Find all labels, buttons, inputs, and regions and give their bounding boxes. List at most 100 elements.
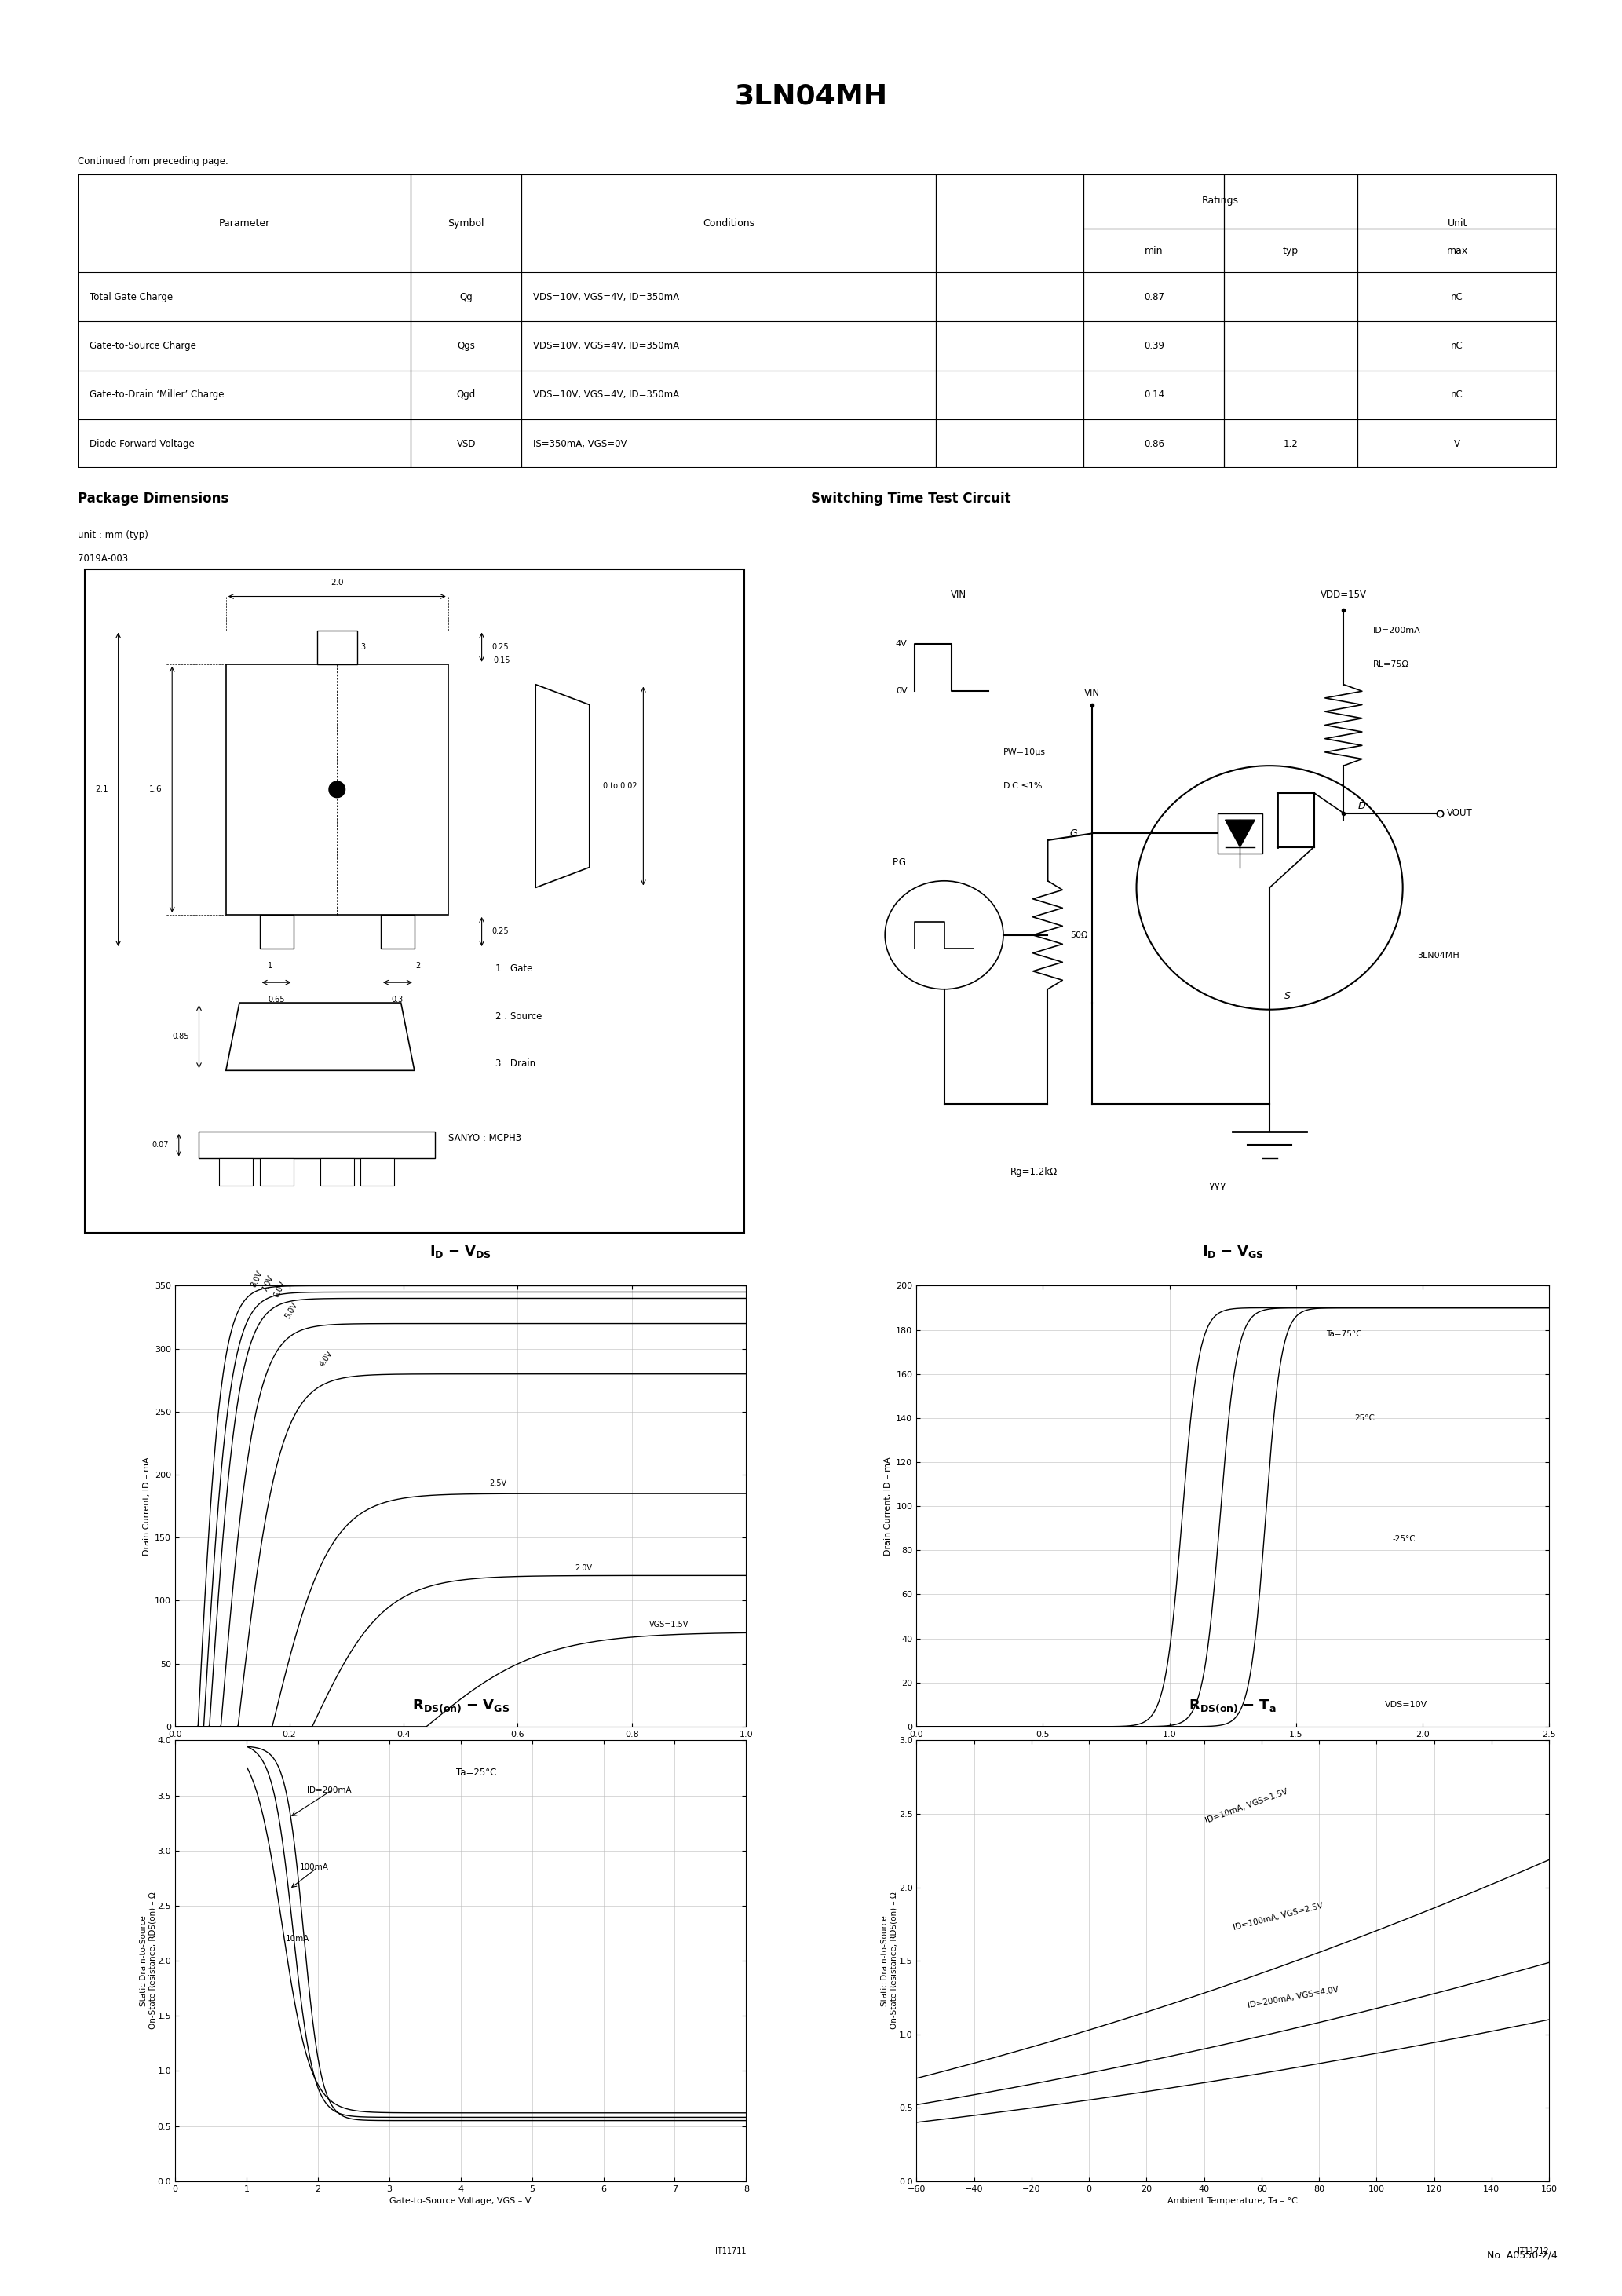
Text: VOUT: VOUT [1447,808,1473,817]
Y-axis label: Drain Current, ID – mA: Drain Current, ID – mA [143,1458,151,1554]
Text: Rg: Rg [1234,829,1246,838]
Text: 8.0V: 8.0V [250,1270,264,1288]
Bar [1218,813,1262,854]
Text: 2: 2 [415,962,420,969]
Text: nC: nC [1452,292,1463,303]
X-axis label: Drain-to-Source Voltage, VDS – V: Drain-to-Source Voltage, VDS – V [388,1743,534,1750]
Text: Switching Time Test Circuit: Switching Time Test Circuit [811,491,1011,505]
Text: unit : mm (typ): unit : mm (typ) [78,530,149,540]
X-axis label: Gate-to-Source Voltage, VGS – V: Gate-to-Source Voltage, VGS – V [1161,1743,1304,1750]
Text: VDS=10V, VGS=4V, ID=350mA: VDS=10V, VGS=4V, ID=350mA [534,390,680,400]
Text: 10mA: 10mA [285,1936,310,1942]
Text: 2 : Source: 2 : Source [495,1010,542,1022]
Text: VIN: VIN [950,590,967,599]
Bar [320,1159,354,1185]
Text: V: V [1455,439,1460,450]
Text: Ratings: Ratings [1202,195,1239,207]
Text: 7.0V: 7.0V [261,1274,276,1293]
Bar [316,629,357,664]
X-axis label: Ambient Temperature, Ta – °C: Ambient Temperature, Ta – °C [1168,2197,1298,2204]
Text: Qgs: Qgs [457,340,475,351]
Text: IT11712: IT11712 [1518,2248,1549,2255]
Text: nC: nC [1452,390,1463,400]
Text: 1.2: 1.2 [1283,439,1298,450]
Text: 0.65: 0.65 [268,996,285,1003]
Text: 1: 1 [268,962,272,969]
Text: 3: 3 [360,643,365,652]
Text: 3 : Drain: 3 : Drain [495,1058,535,1070]
Circle shape [329,781,345,797]
Text: 0.86: 0.86 [1144,439,1165,450]
Bar [219,1159,253,1185]
Text: 0 to 0.02: 0 to 0.02 [603,783,637,790]
Text: $\mathbf{I_D}$ $\mathbf{-}$ $\mathbf{V_{GS}}$: $\mathbf{I_D}$ $\mathbf{-}$ $\mathbf{V_{… [1202,1244,1264,1258]
Text: 3LN04MH: 3LN04MH [735,83,887,110]
Text: γγγ: γγγ [1208,1180,1226,1192]
Text: ID=200mA, VGS=4.0V: ID=200mA, VGS=4.0V [1247,1986,1340,2009]
Text: VDS=10V, VGS=4V, ID=350mA: VDS=10V, VGS=4V, ID=350mA [534,292,680,303]
Text: IT11711: IT11711 [715,2248,746,2255]
Text: 2.0: 2.0 [331,579,344,585]
Text: IT11709: IT11709 [715,1784,746,1791]
Text: ID=100mA, VGS=2.5V: ID=100mA, VGS=2.5V [1233,1901,1324,1931]
Text: 4.0V: 4.0V [318,1350,334,1368]
Polygon shape [1225,820,1255,847]
Text: 1.6: 1.6 [149,785,162,794]
Text: G: G [1071,829,1077,838]
Text: Rg=1.2kΩ: Rg=1.2kΩ [1011,1166,1058,1178]
X-axis label: Gate-to-Source Voltage, VGS – V: Gate-to-Source Voltage, VGS – V [389,2197,532,2204]
Text: $\mathbf{R_{DS(on)}}$ $\mathbf{-}$ $\mathbf{T_a}$: $\mathbf{R_{DS(on)}}$ $\mathbf{-}$ $\mat… [1189,1697,1277,1713]
Text: 0.15: 0.15 [493,657,511,664]
Text: 5.0V: 5.0V [284,1302,298,1320]
Text: VDS=10V: VDS=10V [1385,1701,1427,1708]
Text: 6.0V: 6.0V [272,1279,287,1297]
Y-axis label: Static Drain-to-Source
On-State Resistance, RDS(on) – Ω: Static Drain-to-Source On-State Resistan… [881,1892,897,2030]
Text: Ta=75°C: Ta=75°C [1327,1329,1362,1339]
Text: Total Gate Charge: Total Gate Charge [89,292,174,303]
Bar [381,914,415,948]
Text: D.C.≤1%: D.C.≤1% [1004,783,1043,790]
Text: Package Dimensions: Package Dimensions [78,491,229,505]
Bar [260,1159,294,1185]
Text: Gate-to-Source Charge: Gate-to-Source Charge [89,340,196,351]
Text: nC: nC [1452,340,1463,351]
Text: Symbol: Symbol [448,218,485,230]
Y-axis label: Static Drain-to-Source
On-State Resistance, RDS(on) – Ω: Static Drain-to-Source On-State Resistan… [139,1892,156,2030]
Text: 50Ω: 50Ω [1071,932,1087,939]
Text: S: S [1285,992,1291,1001]
Text: 2.5V: 2.5V [490,1479,506,1488]
Text: max: max [1447,246,1468,257]
Text: Qg: Qg [459,292,472,303]
Text: PW=10μs: PW=10μs [1004,748,1046,755]
Text: 1 : Gate: 1 : Gate [495,964,532,974]
Text: Conditions: Conditions [702,218,754,230]
Bar [225,664,448,914]
Text: SANYO : MCPH3: SANYO : MCPH3 [448,1134,521,1143]
Text: 0.25: 0.25 [491,928,509,934]
Text: ID=200mA: ID=200mA [1374,627,1421,634]
Text: 0.3: 0.3 [391,996,404,1003]
Text: $\mathbf{R_{DS(on)}}$ $\mathbf{-}$ $\mathbf{V_{GS}}$: $\mathbf{R_{DS(on)}}$ $\mathbf{-}$ $\mat… [412,1697,509,1713]
Text: ID=10mA, VGS=1.5V: ID=10mA, VGS=1.5V [1204,1789,1288,1825]
Text: 0.25: 0.25 [491,643,509,652]
Text: 2.0V: 2.0V [574,1564,592,1573]
Text: min: min [1145,246,1163,257]
Text: Unit: Unit [1447,218,1468,230]
Text: 4V: 4V [895,641,907,647]
Text: RL=75Ω: RL=75Ω [1374,661,1410,668]
Text: VGS=1.5V: VGS=1.5V [649,1621,689,1628]
Text: 7019A-003: 7019A-003 [78,553,128,563]
Y-axis label: Drain Current, ID – mA: Drain Current, ID – mA [884,1458,892,1554]
Text: Gate-to-Drain ‘Miller’ Charge: Gate-to-Drain ‘Miller’ Charge [89,390,224,400]
Text: VDD=15V: VDD=15V [1320,590,1367,599]
Text: ID=200mA: ID=200mA [307,1786,352,1793]
Bar [200,1132,435,1159]
Text: 0.85: 0.85 [172,1033,188,1040]
Text: IT11710: IT11710 [1518,1784,1549,1791]
Text: VIN: VIN [1083,689,1100,698]
Text: 2.1: 2.1 [96,785,109,794]
Text: VDS=10V, VGS=4V, ID=350mA: VDS=10V, VGS=4V, ID=350mA [534,340,680,351]
Text: 0.39: 0.39 [1144,340,1165,351]
Text: -25°C: -25°C [1392,1536,1416,1543]
Text: P.G.: P.G. [892,856,910,868]
